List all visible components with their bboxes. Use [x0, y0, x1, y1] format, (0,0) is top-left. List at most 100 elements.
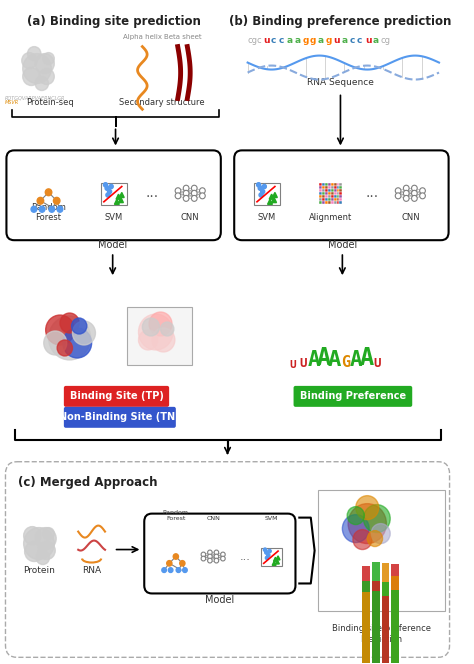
FancyBboxPatch shape [64, 407, 176, 428]
Circle shape [23, 54, 51, 84]
Bar [334, 192, 337, 195]
Circle shape [183, 191, 189, 197]
Text: (b) Binding preference prediction: (b) Binding preference prediction [229, 15, 452, 28]
Text: u: u [365, 36, 372, 44]
Bar [328, 201, 331, 204]
Circle shape [168, 568, 173, 572]
Bar [319, 183, 322, 186]
Text: Binding Preference: Binding Preference [300, 391, 406, 401]
Text: a: a [318, 36, 324, 44]
Bar [339, 189, 342, 192]
Text: RNA Sequence: RNA Sequence [307, 78, 374, 86]
Bar [372, 562, 380, 664]
Circle shape [24, 527, 41, 544]
Text: 0.01%: 0.01% [321, 566, 339, 570]
Text: Protein: Protein [23, 566, 55, 576]
Bar [339, 183, 342, 186]
Circle shape [221, 552, 225, 557]
Text: a: a [373, 36, 379, 44]
Bar [363, 582, 370, 664]
Bar [322, 186, 325, 189]
Text: Random
Forest: Random Forest [163, 510, 189, 521]
Bar [322, 183, 325, 186]
Circle shape [46, 315, 74, 345]
Circle shape [176, 568, 181, 572]
Circle shape [191, 195, 197, 201]
Circle shape [106, 193, 110, 197]
Circle shape [201, 556, 206, 561]
Bar [319, 192, 322, 195]
Circle shape [46, 189, 52, 196]
Text: U: U [289, 360, 296, 370]
Text: cgc: cgc [247, 36, 262, 44]
Circle shape [23, 68, 40, 86]
Circle shape [54, 197, 60, 204]
Circle shape [37, 197, 44, 204]
Text: c: c [279, 36, 284, 44]
Circle shape [43, 528, 55, 540]
Circle shape [214, 558, 219, 563]
Circle shape [268, 549, 271, 553]
Text: Beta sheet: Beta sheet [164, 34, 201, 40]
Circle shape [267, 554, 270, 557]
Circle shape [419, 188, 425, 194]
Text: A: A [349, 350, 362, 370]
Polygon shape [276, 556, 280, 560]
Bar [363, 592, 370, 664]
Bar [331, 201, 334, 204]
Bar [331, 183, 334, 186]
Circle shape [73, 321, 95, 345]
Text: a: a [286, 36, 292, 44]
Bar [334, 198, 337, 201]
Circle shape [208, 554, 212, 559]
Text: g: g [302, 36, 309, 44]
Circle shape [162, 568, 166, 572]
Bar [334, 201, 337, 204]
Circle shape [60, 313, 79, 333]
Text: g: g [310, 36, 316, 44]
Circle shape [262, 185, 266, 189]
Circle shape [264, 550, 268, 554]
Circle shape [259, 193, 263, 197]
Circle shape [200, 188, 205, 194]
Circle shape [142, 318, 160, 336]
Text: A: A [307, 350, 320, 370]
Text: Model: Model [205, 596, 235, 606]
Bar [127, 307, 192, 365]
Bar [337, 198, 339, 201]
Bar [391, 564, 399, 664]
Circle shape [403, 195, 409, 201]
Text: SVM: SVM [265, 516, 278, 521]
Circle shape [180, 560, 185, 566]
Bar [325, 201, 328, 204]
Circle shape [149, 312, 172, 336]
Circle shape [39, 207, 45, 212]
Text: U: U [300, 357, 307, 370]
Circle shape [214, 554, 219, 559]
Bar [337, 183, 339, 186]
Text: Binding site/preference
Prediction: Binding site/preference Prediction [332, 624, 431, 644]
Circle shape [411, 185, 417, 191]
Circle shape [161, 322, 174, 336]
Circle shape [175, 193, 181, 199]
Text: A: A [317, 346, 331, 370]
Text: SVM: SVM [258, 213, 276, 222]
Text: Alpha helix: Alpha helix [123, 34, 162, 40]
Text: cg: cg [381, 36, 391, 44]
Circle shape [35, 528, 56, 550]
Circle shape [265, 556, 269, 560]
Circle shape [36, 550, 49, 564]
Text: Model: Model [98, 240, 128, 250]
Bar [391, 576, 399, 664]
Bar [319, 189, 322, 192]
Bar [334, 189, 337, 192]
Circle shape [264, 548, 267, 551]
Circle shape [138, 314, 173, 350]
Bar [325, 198, 328, 201]
Text: a: a [294, 36, 301, 44]
Circle shape [31, 207, 37, 212]
Bar [382, 582, 389, 664]
Circle shape [25, 542, 44, 562]
Circle shape [109, 185, 113, 189]
Circle shape [22, 52, 37, 68]
